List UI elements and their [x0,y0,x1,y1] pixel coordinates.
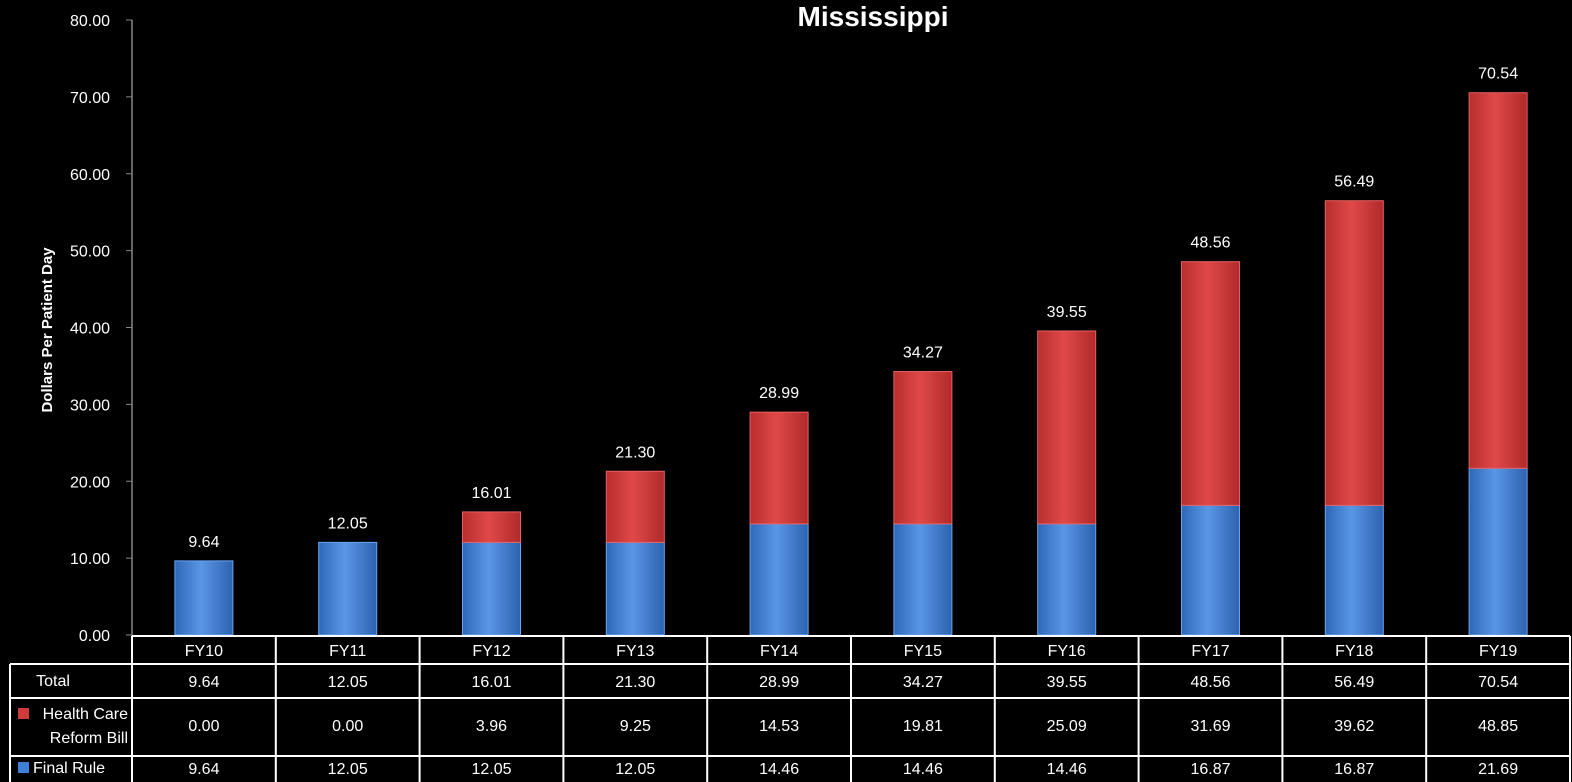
total-data-label: 70.54 [1478,66,1518,83]
category-label: FY18 [1335,643,1373,660]
table-cell: 14.46 [1047,761,1087,778]
total-labels: 9.64 12.05 16.01 21.30 28.99 34.27 39.55 48.56 5… [188,66,1518,551]
table-cell: 16.87 [1334,761,1374,778]
total-data-label: 48.56 [1190,235,1230,252]
y-tick-label: 0.00 [79,628,110,645]
table-cell: 19.81 [903,718,943,735]
category-label: FY11 [329,643,366,660]
table-cell: 39.62 [1334,718,1374,735]
table-cell: 14.46 [759,761,799,778]
bar-health-care-reform [462,511,521,543]
y-tick-label: 60.00 [70,167,110,184]
y-ticks: 0.00 10.00 20.00 30.00 40.00 50.00 60.00 70.00 8… [70,13,132,645]
category-label: FY15 [904,643,942,660]
chart-title: Mississippi [798,1,949,32]
bar-health-care-reform [749,411,809,525]
total-data-label: 34.27 [903,345,943,362]
total-data-label: 12.05 [328,515,368,532]
y-tick-label: 50.00 [70,244,110,261]
bar-health-care-reform [893,371,953,525]
table-cell: 12.05 [328,761,368,778]
bar-final-rule [318,541,378,636]
y-tick-label: 40.00 [70,321,110,338]
total-data-label: 16.01 [471,485,511,502]
bar-health-care-reform [1468,92,1528,469]
bar-final-rule [174,560,234,636]
row-header-total: Total [36,673,70,690]
table-cell: 48.56 [1190,674,1230,691]
category-label: FY19 [1479,643,1517,660]
data-table: FY10 FY11 FY12 FY13 FY14 FY15 FY16 FY17 FY18 FY19… [9,635,1571,782]
category-label: FY16 [1048,643,1086,660]
table-cell: 21.30 [615,674,655,691]
bar-final-rule [1324,504,1384,636]
total-data-label: 9.64 [188,534,219,551]
table-cell: 25.09 [1047,718,1087,735]
y-tick-label: 20.00 [70,474,110,491]
legend-key-final-rule [18,762,29,773]
bar-final-rule [1181,504,1240,636]
table-cell: 9.64 [188,761,219,778]
table-cell: 14.53 [759,718,799,735]
category-label: FY10 [185,643,223,660]
category-label: FY13 [616,643,654,660]
bar-health-care-reform [605,470,665,543]
legend-key-health-care-reform [18,708,29,719]
y-tick-label: 10.00 [70,551,110,568]
y-tick-label: 70.00 [70,90,110,107]
y-tick-label: 80.00 [70,13,110,30]
table-cell: 16.01 [471,674,511,691]
table-cell: 39.55 [1047,674,1087,691]
bar-health-care-reform [1037,330,1097,525]
y-tick-label: 30.00 [70,397,110,414]
bar-health-care-reform [1324,200,1384,506]
row-header-final-rule: Final Rule [33,760,105,777]
table-cell: 12.05 [615,761,655,778]
table-cell: 34.27 [903,674,943,691]
bar-health-care-reform [1181,261,1240,506]
table-cell: 14.46 [903,761,943,778]
table-cell: 70.54 [1478,674,1518,691]
table-cell: 21.69 [1478,761,1518,778]
table-cell: 16.87 [1190,761,1230,778]
table-cell: 31.69 [1190,718,1230,735]
bar-final-rule [462,541,521,636]
bar-final-rule [893,523,953,636]
table-cell: 12.05 [471,761,511,778]
bar-final-rule [1468,467,1528,636]
table-cell: 3.96 [476,718,507,735]
table-cell: 28.99 [759,674,799,691]
bar-final-rule [605,541,665,636]
category-label: FY14 [760,643,798,660]
table-cell: 9.64 [188,674,219,691]
row-header-health-care: Health Care [43,706,128,723]
bars [174,92,1528,636]
category-label: FY12 [472,643,510,660]
total-data-label: 39.55 [1047,304,1087,321]
y-axis-label: Dollars Per Patient Day [39,247,56,413]
total-data-label: 56.49 [1334,174,1374,191]
row-header-reform-bill: Reform Bill [50,730,128,747]
table-cell: 0.00 [188,718,219,735]
bar-final-rule [1037,523,1097,636]
table-cell: 12.05 [328,674,368,691]
table-cell: 48.85 [1478,718,1518,735]
bar-final-rule [749,523,809,636]
total-data-label: 28.99 [759,385,799,402]
total-data-label: 21.30 [615,444,655,461]
table-cell: 56.49 [1334,674,1374,691]
table-cell: 9.25 [620,718,651,735]
table-cell: 0.00 [332,718,363,735]
category-label: FY17 [1191,643,1229,660]
